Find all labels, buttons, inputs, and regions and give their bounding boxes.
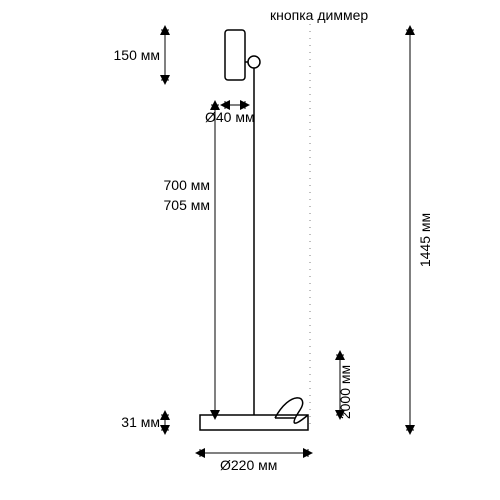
dim-pole-upper-label: 700 мм — [164, 177, 211, 193]
dimmer-button-label: кнопка диммер — [270, 7, 368, 23]
joint-icon — [248, 56, 260, 68]
dim-head-height: 150 мм — [114, 30, 170, 80]
dim-head-diam-label: Ø40 мм — [205, 109, 255, 125]
dim-base-diam: Ø220 мм — [200, 449, 308, 473]
dim-pole-lower-label: 705 мм — [164, 197, 211, 213]
dim-head-height-label: 150 мм — [114, 47, 161, 63]
dim-base-height-label: 31 мм — [121, 414, 160, 430]
dim-cord: 2000 мм — [336, 355, 353, 419]
dim-total-label: 1445 мм — [417, 213, 433, 267]
dim-total: 1445 мм — [406, 30, 433, 430]
lamp-diagram — [200, 30, 308, 430]
lamp-head — [225, 30, 245, 80]
dim-pole: 700 мм 705 мм — [164, 105, 220, 415]
dim-cord-label: 2000 мм — [337, 365, 353, 419]
dim-base-height: 31 мм — [121, 414, 169, 430]
cord-icon — [275, 398, 308, 423]
dimmer-label-group: кнопка диммер — [270, 7, 368, 430]
dim-base-diam-label: Ø220 мм — [220, 457, 277, 473]
